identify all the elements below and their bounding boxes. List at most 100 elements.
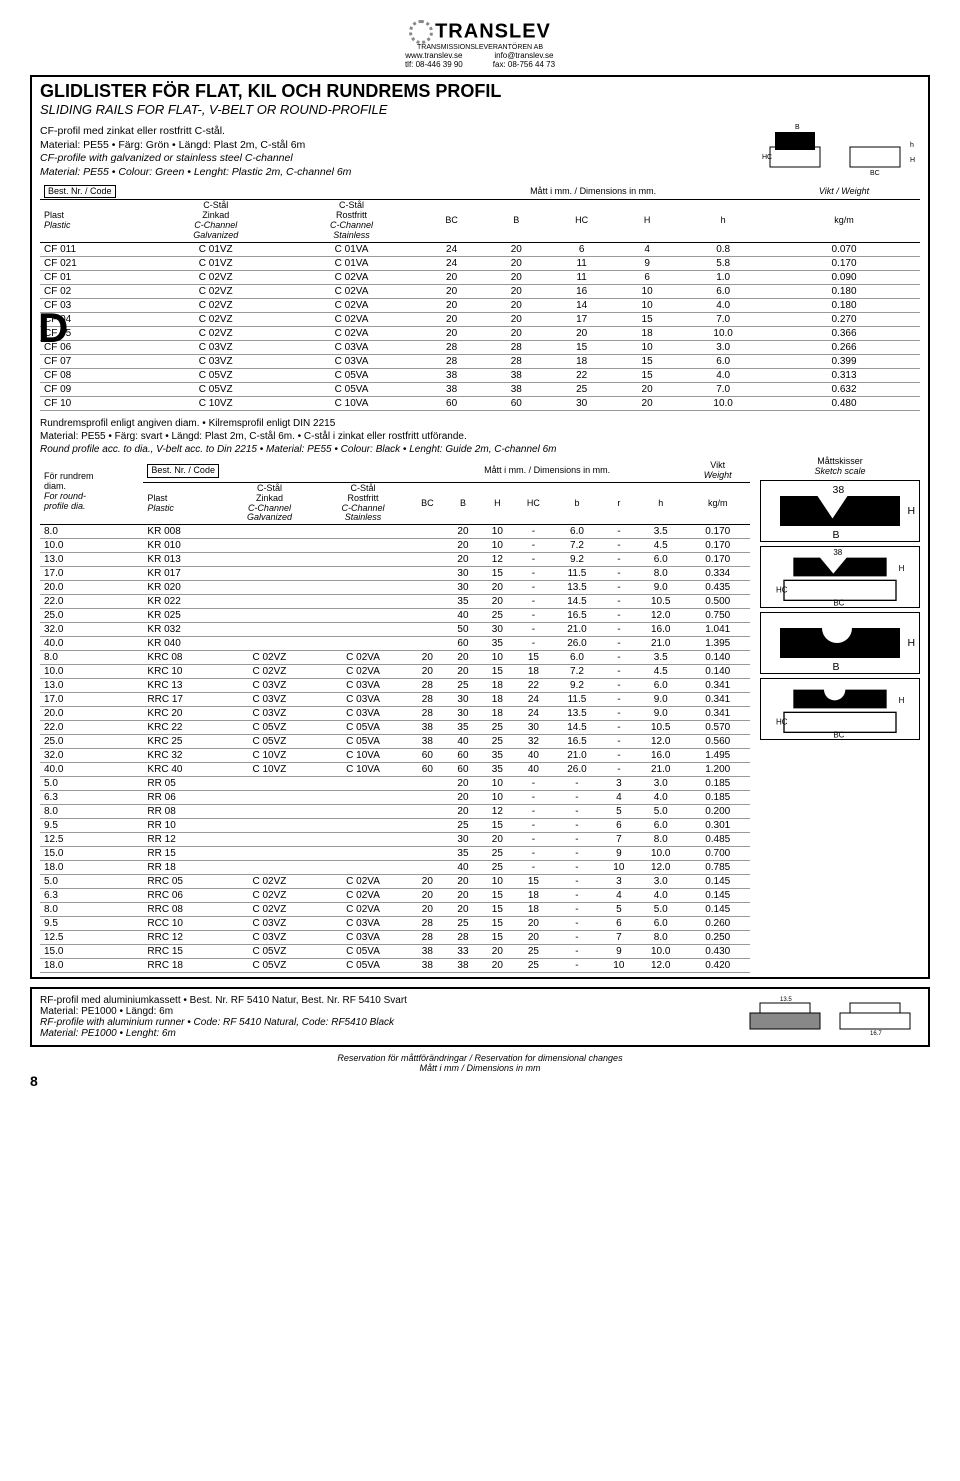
table-row: 12.5RR 123020--78.00.485: [40, 833, 750, 847]
table-kr: För rundremdiam.For round-profile dia. B…: [40, 460, 750, 973]
table-row: CF 07C 03VZC 03VA282818156.00.399: [40, 355, 920, 369]
svg-text:B: B: [833, 529, 840, 541]
table-row: 5.0RR 052010--33.00.185: [40, 777, 750, 791]
table-row: 25.0KR 0254025-16.5-12.00.750: [40, 609, 750, 623]
t1-code: Best. Nr. / Code: [44, 185, 116, 199]
table-row: 8.0KR 0082010-6.0-3.50.170: [40, 525, 750, 539]
table-row: 32.0KR 0325030-21.0-16.01.041: [40, 623, 750, 637]
company-sub: TRANSMISSIONSLEVERANTÖREN AB: [30, 44, 930, 51]
table-row: 13.0KR 0132012-9.2-6.00.170: [40, 553, 750, 567]
contact-row: www.translev.setlf: 08-446 39 90 info@tr…: [30, 51, 930, 69]
page-footer: Reservation för måttförändringar / Reser…: [30, 1053, 930, 1073]
svg-text:B: B: [833, 661, 840, 673]
table-row: 8.0RRC 08C 02VZC 02VA20201518-55.00.145: [40, 903, 750, 917]
table-row: 10.0KR 0102010-7.2-4.50.170: [40, 539, 750, 553]
table-row: 6.3RR 062010--44.00.185: [40, 791, 750, 805]
table-row: 8.0RR 082012--55.00.200: [40, 805, 750, 819]
svg-text:38: 38: [833, 484, 845, 496]
svg-text:H: H: [908, 637, 916, 649]
svg-text:38: 38: [833, 548, 842, 557]
svg-text:HC: HC: [762, 154, 772, 161]
title-main: GLIDLISTER FÖR FLAT, KIL OCH RUNDREMS PR…: [40, 81, 920, 102]
table-row: 18.0RR 184025--1012.00.785: [40, 861, 750, 875]
svg-text:H: H: [908, 505, 916, 517]
svg-text:HC: HC: [776, 717, 788, 726]
svg-text:13.5: 13.5: [780, 997, 792, 1003]
n1l2: Material: PE55 • Färg: svart • Längd: Pl…: [40, 430, 920, 443]
b2l2: Material: PE1000 • Längd: 6m: [40, 1006, 730, 1017]
s1l4: Material: PE55 • Colour: Green • Lenght:…: [40, 166, 351, 178]
web: www.translev.se: [405, 51, 462, 60]
table-row: CF 05C 02VZC 02VA2020201810.00.366: [40, 327, 920, 341]
tel: tlf: 08-446 39 90: [405, 60, 463, 69]
b2l1: RF-profil med aluminiumkassett • Best. N…: [40, 995, 730, 1006]
table-row: 12.5RRC 12C 03VZC 03VA28281520-78.00.250: [40, 931, 750, 945]
table-row: 32.0KRC 32C 10VZC 10VA6060354021.0-16.01…: [40, 749, 750, 763]
main-box: GLIDLISTER FÖR FLAT, KIL OCH RUNDREMS PR…: [30, 75, 930, 979]
email: info@translev.se: [494, 51, 553, 60]
page-number: 8: [30, 1073, 930, 1089]
sketch-title: Måttskisser: [760, 456, 920, 466]
title-sub: SLIDING RAILS FOR FLAT-, V-BELT OR ROUND…: [40, 102, 387, 117]
table-row: 18.0RRC 18C 05VZC 05VA38382025-1012.00.4…: [40, 959, 750, 973]
s1l2: Material: PE55 • Färg: Grön • Längd: Pla…: [40, 139, 750, 153]
diagram-rrc: HCBCH: [760, 678, 920, 740]
sketch-sub: Sketch scale: [814, 466, 865, 476]
note1: Rundremsprofil enligt angiven diam. • Ki…: [40, 417, 920, 456]
t1-dim: Mått i mm. / Dimensions in mm.: [530, 186, 656, 196]
diagram-rr: BH: [760, 612, 920, 674]
table-row: CF 04C 02VZC 02VA202017157.00.270: [40, 313, 920, 327]
svg-text:H: H: [899, 564, 905, 573]
section1-text: CF-profil med zinkat eller rostfritt C-s…: [40, 125, 750, 180]
table-row: 17.0KR 0173015-11.5-8.00.334: [40, 567, 750, 581]
table-row: 22.0KR 0223520-14.5-10.50.500: [40, 595, 750, 609]
table-row: CF 03C 02VZC 02VA202014104.00.180: [40, 299, 920, 313]
table-cf: Best. Nr. / Code Mått i mm. / Dimensions…: [40, 184, 920, 411]
table-row: CF 09C 05VZC 05VA383825207.00.632: [40, 383, 920, 397]
table-row: 6.3RRC 06C 02VZC 02VA20201518-44.00.145: [40, 889, 750, 903]
table-row: 13.0KRC 13C 03VZC 03VA282518229.2-6.00.3…: [40, 679, 750, 693]
table-row: CF 021C 01VZC 01VA24201195.80.170: [40, 257, 920, 271]
fax: fax: 08-756 44 73: [493, 60, 555, 69]
svg-text:B: B: [795, 124, 800, 131]
table-row: CF 06C 03VZC 03VA282815103.00.266: [40, 341, 920, 355]
t1hp: Plast: [44, 210, 64, 220]
diagram-krc: 38 HC BC H: [760, 546, 920, 608]
b2l4: Material: PE1000 • Lenght: 6m: [40, 1028, 176, 1039]
table-row: 15.0RR 153525--910.00.700: [40, 847, 750, 861]
table-row: CF 011C 01VZC 01VA2420640.80.070: [40, 243, 920, 257]
table-row: 20.0KR 0203020-13.5-9.00.435: [40, 581, 750, 595]
fl1: Reservation för måttförändringar / Reser…: [30, 1053, 930, 1063]
table-row: 22.0KRC 22C 05VZC 05VA3835253014.5-10.50…: [40, 721, 750, 735]
b2l3: RF-profile with aluminium runner • Code:…: [40, 1017, 394, 1028]
fl2: Mått i mm / Dimensions in mm: [30, 1063, 930, 1073]
table-row: 5.0RRC 05C 02VZC 02VA20201015-33.00.145: [40, 875, 750, 889]
table-row: CF 02C 02VZC 02VA202016106.00.180: [40, 285, 920, 299]
d-letter: D: [38, 304, 68, 352]
svg-text:BC: BC: [833, 731, 844, 739]
s1l3: CF-profile with galvanized or stainless …: [40, 152, 293, 164]
table-row: 40.0KRC 40C 10VZC 10VA6060354026.0-21.01…: [40, 763, 750, 777]
svg-text:BC: BC: [833, 599, 844, 607]
gear-icon: [409, 20, 433, 44]
svg-text:16.7: 16.7: [870, 1031, 882, 1035]
table-row: 10.0KRC 10C 02VZC 02VA202015187.2-4.50.1…: [40, 665, 750, 679]
diagram-rf: 13.5 16.7: [740, 995, 920, 1038]
table-row: 8.0KRC 08C 02VZC 02VA202010156.0-3.50.14…: [40, 651, 750, 665]
table-row: 20.0KRC 20C 03VZC 03VA2830182413.5-9.00.…: [40, 707, 750, 721]
table-row: 15.0RRC 15C 05VZC 05VA38332025-910.00.43…: [40, 945, 750, 959]
t2-code: Best. Nr. / Code: [147, 464, 219, 478]
rf-box: RF-profil med aluminiumkassett • Best. N…: [30, 987, 930, 1047]
n1l1: Rundremsprofil enligt angiven diam. • Ki…: [40, 417, 920, 430]
table-row: CF 01C 02VZC 02VA20201161.00.090: [40, 271, 920, 285]
t1hpi: Plastic: [44, 220, 71, 230]
svg-text:HC: HC: [776, 585, 788, 594]
table-row: 9.5RCC 10C 03VZC 03VA28251520-66.00.260: [40, 917, 750, 931]
page-header: TRANSLEV TRANSMISSIONSLEVERANTÖREN AB ww…: [30, 20, 930, 69]
svg-text:BC: BC: [870, 170, 880, 177]
svg-text:H: H: [910, 157, 915, 164]
table-row: 40.0KR 0406035-26.0-21.01.395: [40, 637, 750, 651]
diagram-kr: 38 B H: [760, 480, 920, 542]
svg-text:h: h: [910, 142, 914, 149]
company-name: TRANSLEV: [435, 20, 551, 42]
